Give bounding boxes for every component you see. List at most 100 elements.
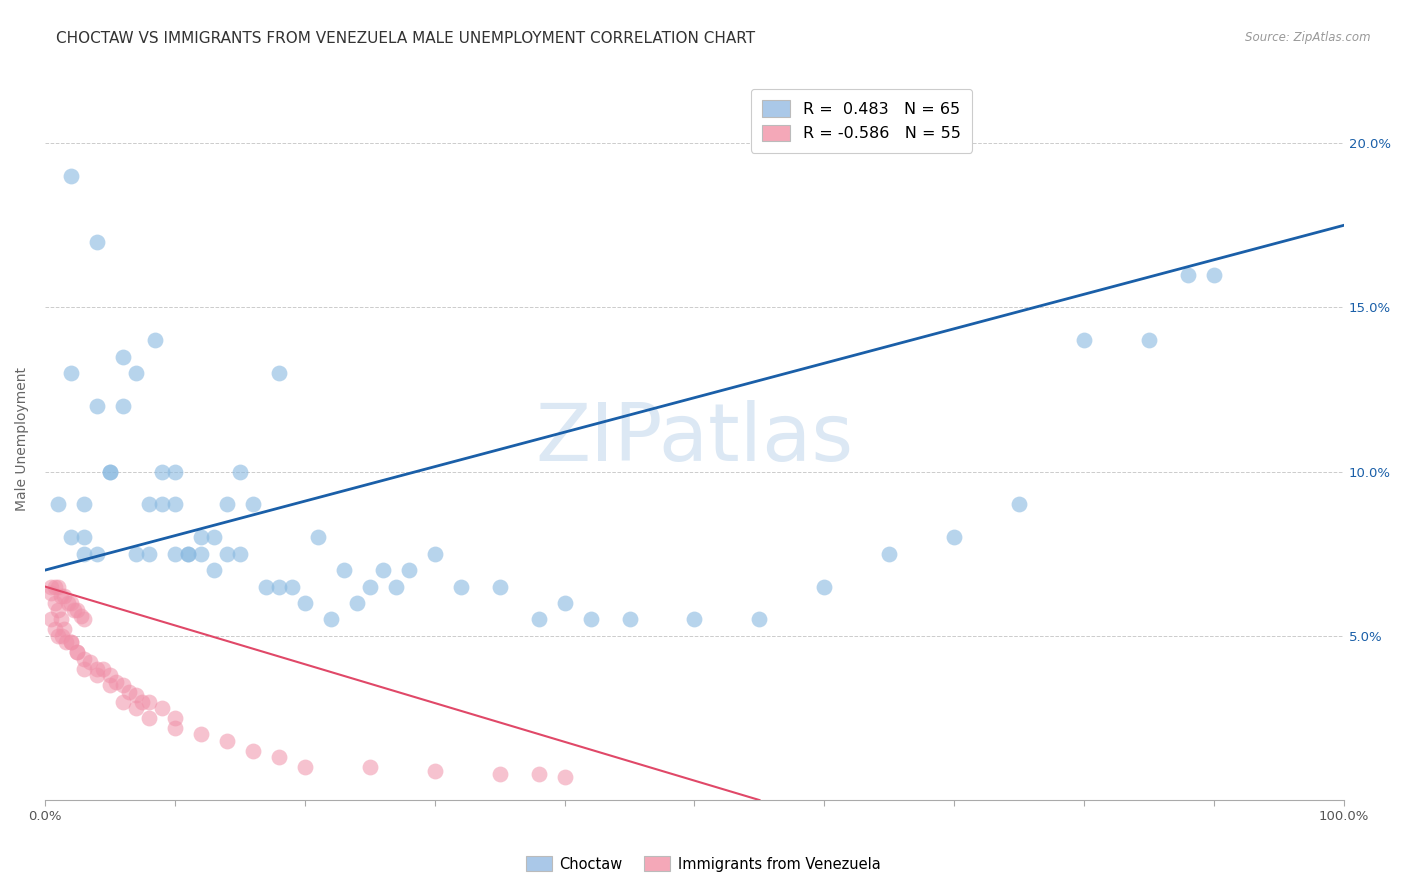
Point (86, 235, 108, 249)
Point (131, 694, 153, 708)
Point (202, 563, 225, 577)
Point (242, 744, 264, 758)
Point (267, 366, 290, 380)
Point (177, 547, 200, 561)
Point (41, 612, 63, 626)
Point (55, 635, 77, 649)
Point (49, 612, 72, 626)
Point (359, 760, 381, 774)
Point (683, 612, 706, 626)
Point (579, 612, 602, 626)
Point (332, 563, 354, 577)
Point (488, 766, 510, 780)
Point (150, 498, 173, 512)
Legend: Choctaw, Immigrants from Venezuela: Choctaw, Immigrants from Venezuela (520, 850, 886, 878)
Point (294, 760, 316, 774)
Point (163, 498, 186, 512)
Point (41, 586, 63, 600)
Point (46, 498, 69, 512)
Point (229, 465, 252, 479)
Point (138, 498, 160, 512)
Point (1177, 268, 1199, 282)
Point (51, 629, 73, 643)
Point (163, 711, 186, 725)
Point (267, 750, 290, 764)
Point (118, 684, 141, 698)
Text: Source: ZipAtlas.com: Source: ZipAtlas.com (1246, 31, 1371, 45)
Point (307, 530, 329, 544)
Point (215, 498, 238, 512)
Point (125, 366, 148, 380)
Point (242, 498, 264, 512)
Point (105, 674, 128, 689)
Y-axis label: Male Unemployment: Male Unemployment (15, 367, 30, 511)
Point (53, 622, 76, 636)
Point (93, 662, 115, 676)
Point (554, 596, 576, 610)
Point (125, 701, 148, 715)
Point (44, 580, 66, 594)
Point (86, 662, 108, 676)
Point (150, 465, 173, 479)
Point (125, 547, 148, 561)
Point (125, 688, 148, 702)
Point (73, 498, 96, 512)
Point (1204, 268, 1226, 282)
Point (229, 547, 252, 561)
Point (371, 563, 394, 577)
Point (346, 596, 368, 610)
Text: ZIPatlas: ZIPatlas (536, 400, 853, 478)
Point (86, 668, 108, 682)
Point (62, 602, 84, 616)
Point (190, 547, 212, 561)
Point (98, 465, 121, 479)
Point (359, 580, 381, 594)
Point (59, 530, 82, 544)
Point (59, 596, 82, 610)
Point (1137, 333, 1160, 347)
Point (44, 596, 66, 610)
Point (98, 678, 121, 692)
Legend: R =  0.483   N = 65, R = -0.586   N = 55: R = 0.483 N = 65, R = -0.586 N = 55 (751, 89, 973, 153)
Point (423, 547, 446, 561)
Point (49, 590, 72, 604)
Point (70, 609, 93, 624)
Point (813, 580, 835, 594)
Point (163, 547, 186, 561)
Point (488, 580, 510, 594)
Point (73, 530, 96, 544)
Point (138, 694, 160, 708)
Point (86, 399, 108, 413)
Point (46, 580, 69, 594)
Point (138, 547, 160, 561)
Point (53, 590, 76, 604)
Point (554, 770, 576, 784)
Point (163, 721, 186, 735)
Point (1073, 333, 1095, 347)
Point (215, 547, 238, 561)
Point (138, 711, 160, 725)
Point (294, 596, 316, 610)
Point (73, 547, 96, 561)
Point (163, 465, 186, 479)
Point (98, 465, 121, 479)
Point (66, 645, 89, 659)
Point (190, 727, 212, 741)
Point (73, 652, 96, 666)
Point (46, 629, 69, 643)
Point (46, 602, 69, 616)
Point (44, 622, 66, 636)
Point (59, 169, 82, 183)
Point (66, 602, 89, 616)
Point (748, 612, 770, 626)
Point (254, 580, 277, 594)
Point (98, 668, 121, 682)
Point (66, 645, 89, 659)
Point (86, 547, 108, 561)
Point (319, 612, 342, 626)
Point (619, 612, 641, 626)
Point (59, 635, 82, 649)
Point (527, 766, 550, 780)
Point (215, 734, 238, 748)
Point (111, 350, 134, 364)
